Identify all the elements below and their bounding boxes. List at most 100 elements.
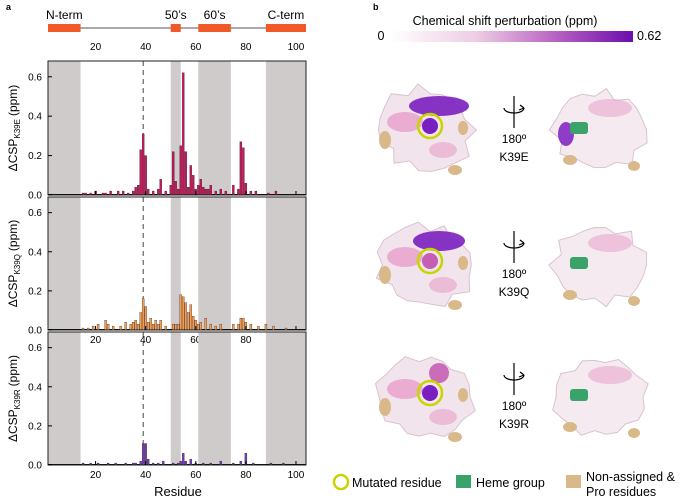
mutated-residue-fill xyxy=(422,385,438,401)
y-tick-label-1: 0.2 xyxy=(28,421,42,432)
rotation-label: 180º xyxy=(502,267,527,281)
shaded-region-3 xyxy=(265,61,306,195)
y-axis-label-main: ΔCSP xyxy=(6,409,20,442)
x-tick-label-3: 80 xyxy=(240,335,252,346)
region-bar-0 xyxy=(48,24,81,32)
nonassigned-patch-back xyxy=(563,155,577,165)
bar-residue-77 xyxy=(237,323,240,331)
y-tick-label-1: 0.2 xyxy=(28,286,42,297)
bar-residue-41 xyxy=(147,188,150,196)
bar-residue-24 xyxy=(104,320,107,331)
bar-residue-35 xyxy=(132,322,135,331)
bar-residue-54 xyxy=(179,145,182,196)
colorbar-title: Chemical shift perturbation (ppm) xyxy=(413,14,598,28)
bar-residue-51 xyxy=(172,323,175,331)
bar-residue-68 xyxy=(214,325,217,331)
y-axis-label: ΔCSPK39R (ppm) xyxy=(6,355,22,442)
bar-residue-57 xyxy=(187,312,190,331)
region-label-2: 60’s xyxy=(204,8,226,22)
region-bar-2 xyxy=(198,24,231,32)
bar-residue-39 xyxy=(142,298,145,331)
csp-patch-purple xyxy=(409,96,469,116)
bar-residue-37 xyxy=(137,323,140,331)
nonassigned-patch-3 xyxy=(458,388,468,402)
colorbar-min-label: 0 xyxy=(378,29,385,43)
bar-residue-38 xyxy=(139,149,142,196)
region-track: N-term 50’s 60’s C-term 20 40 60 80 100 xyxy=(46,8,306,53)
bar-residue-32 xyxy=(124,322,127,331)
shaded-region-3 xyxy=(265,197,306,330)
bar-residue-34 xyxy=(129,323,132,331)
legend-nonassigned-label-line1: Non-assigned & xyxy=(586,470,676,484)
bar-residue-45 xyxy=(157,188,160,196)
mutated-residue-fill xyxy=(422,118,438,134)
y-axis-label-main: ΔCSP xyxy=(6,139,20,172)
mutated-residue-ring xyxy=(416,247,444,275)
x-tick-label-2: 60 xyxy=(190,470,202,481)
bar-residue-64 xyxy=(204,188,207,196)
colorbar xyxy=(391,31,633,42)
top-tick-label-3: 80 xyxy=(240,42,252,53)
bar-residue-53 xyxy=(177,323,180,331)
y-axis-label-subscript: K39E xyxy=(13,119,22,139)
y-axis-label-main: ΔCSP xyxy=(6,275,20,308)
bar-residue-91 xyxy=(272,325,275,331)
nonassigned-patch-back xyxy=(563,290,577,300)
y-tick-label-2: 0.4 xyxy=(28,382,42,393)
shaded-region-3 xyxy=(265,332,306,465)
bar-residue-66 xyxy=(209,184,212,196)
bar-residue-92 xyxy=(274,190,278,196)
x-tick-label-0: 20 xyxy=(90,470,102,481)
bar-residue-54 xyxy=(179,294,182,331)
top-tick-label-4: 100 xyxy=(288,42,305,53)
bar-residue-78 xyxy=(239,460,243,466)
nonassigned-patch-2 xyxy=(448,432,462,442)
bar-residue-84 xyxy=(254,190,258,196)
structure-row-k39e: 180º K39E xyxy=(377,83,648,175)
legend-nonassigned-label-line2: Pro residues xyxy=(586,485,656,499)
bar-residue-38 xyxy=(139,312,142,331)
bar-residue-85 xyxy=(257,325,260,331)
bar-residue-36 xyxy=(134,186,137,196)
bar-residue-82 xyxy=(249,323,253,331)
region-bar-3 xyxy=(265,24,306,32)
bar-residue-56 xyxy=(184,302,187,331)
top-tick-label-2: 60 xyxy=(190,42,202,53)
region-label-3: C-term xyxy=(268,8,305,22)
bar-residue-56 xyxy=(184,151,187,196)
bar-residue-43 xyxy=(152,190,155,196)
colorbar-max-label: 0.62 xyxy=(637,29,661,43)
nonassigned-patch-2 xyxy=(448,300,462,310)
bar-residue-75 xyxy=(232,323,235,331)
y-axis-label-unit: (ppm) xyxy=(6,220,20,251)
bar-residue-58 xyxy=(189,304,192,331)
heme-group xyxy=(570,389,588,401)
bar-residue-55 xyxy=(182,72,185,196)
x-tick-label-4: 100 xyxy=(288,470,305,481)
bar-residue-26 xyxy=(109,190,112,196)
bar-residue-72 xyxy=(224,190,227,196)
y-tick-label-2: 0.4 xyxy=(28,112,42,123)
nonassigned-legend-swatch xyxy=(566,475,581,488)
bar-residue-55 xyxy=(182,296,185,331)
y-axis-label-subscript: K39Q xyxy=(13,254,22,274)
shaded-region-2 xyxy=(198,332,231,465)
x-axis-label: Residue xyxy=(154,484,202,499)
csp-patch-back xyxy=(588,366,632,384)
x-tick-label-1: 40 xyxy=(140,470,152,481)
bar-residue-88 xyxy=(264,323,268,331)
panel-b-label: b xyxy=(373,2,379,12)
bar-residue-43 xyxy=(152,323,155,331)
bar-residue-64 xyxy=(204,318,207,331)
bar-residue-48 xyxy=(164,190,167,196)
bar-residue-61 xyxy=(197,323,200,331)
panel-a-label: a xyxy=(6,2,12,12)
legend-heme-label: Heme group xyxy=(476,476,545,490)
csp-patch-pink xyxy=(387,112,423,132)
structure-legend: Mutated residue Heme group Non-assigned … xyxy=(332,470,676,499)
region-bar-1 xyxy=(170,24,181,32)
y-tick-label-1: 0.2 xyxy=(28,151,42,162)
mutant-label: K39E xyxy=(499,150,528,164)
